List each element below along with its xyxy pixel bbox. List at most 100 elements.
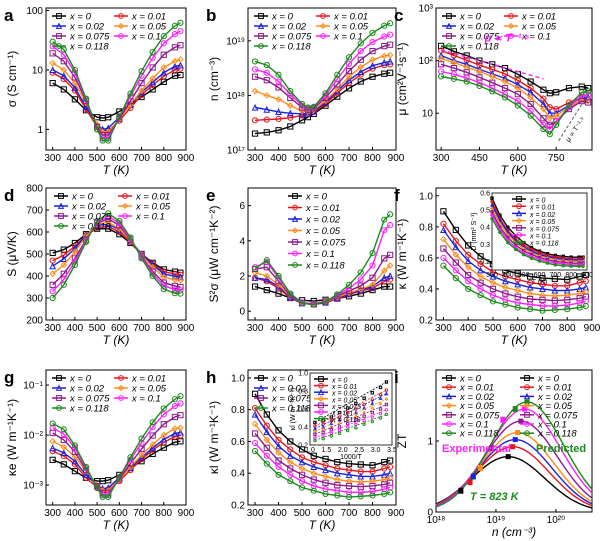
legend-label: x = 0.118: [271, 42, 311, 53]
inset-y-tick-label: 0.4: [480, 225, 490, 232]
data-point: [49, 66, 57, 74]
inset-point: [370, 398, 375, 402]
panel-letter-f: f: [394, 186, 400, 205]
data-point: [514, 84, 522, 92]
series-line: [254, 433, 391, 488]
legend-label: x = 0: [331, 378, 347, 385]
data-point: [387, 41, 394, 48]
legend-marker: [317, 388, 325, 396]
data-point: [357, 489, 364, 496]
data-point: [502, 301, 509, 308]
x-tick-label: 600: [111, 508, 128, 519]
inset-point: [378, 416, 383, 420]
data-point: [94, 126, 101, 133]
data-point: [160, 68, 168, 76]
data-point: [551, 292, 559, 300]
panel-letter-b: b: [206, 6, 216, 25]
data-point: [82, 463, 90, 471]
data-point: [452, 251, 460, 259]
legend-label: x = 0.01: [135, 192, 170, 203]
legend-label: x = 0.02: [537, 392, 573, 403]
inset-point: [354, 407, 358, 411]
data-point: [275, 272, 282, 280]
data-point: [263, 275, 271, 283]
data-point: [138, 445, 145, 452]
data-point: [149, 444, 157, 452]
data-point: [287, 290, 294, 297]
legend-label: x = 0.075: [71, 212, 112, 223]
data-point: [345, 67, 353, 75]
x-tick-label: 700: [534, 323, 551, 334]
data-point: [263, 272, 271, 280]
y-tick-label: 100: [26, 6, 43, 17]
fit-line: [440, 49, 544, 80]
data-point: [357, 78, 364, 85]
legend-label: x = 0.1: [333, 32, 363, 43]
inset-y-tick-label: 1.0: [298, 371, 308, 378]
legend-label: x = 0.05: [131, 22, 167, 33]
inset-point: [362, 396, 366, 400]
data-point: [526, 301, 534, 308]
series-line: [442, 229, 586, 292]
data-point: [287, 94, 294, 102]
data-point: [177, 412, 184, 419]
legend-marker: [122, 213, 128, 219]
data-point: [263, 92, 271, 99]
legend-label: x = 0.075: [271, 394, 312, 405]
data-point: [138, 451, 145, 459]
inset-x-tick-label: 600: [534, 272, 546, 279]
y-tick-label: 700: [26, 206, 43, 217]
data-point: [334, 291, 341, 298]
panel-a: a 300 400 500 600 700 800 900 1 10 100 T (K) σ (S cm…: [4, 6, 195, 177]
data-point: [546, 90, 553, 97]
legend-marker: [524, 421, 530, 427]
data-point: [49, 270, 56, 278]
data-point: [275, 84, 282, 91]
data-point: [489, 298, 497, 305]
data-point: [263, 452, 270, 459]
data-point: [489, 202, 495, 207]
data-point: [489, 292, 497, 299]
legend-marker: [524, 430, 530, 437]
data-point: [489, 285, 497, 293]
data-point: [149, 86, 156, 93]
data-point: [177, 438, 184, 445]
data-point: [576, 295, 583, 302]
data-point: [263, 61, 270, 69]
data-point: [514, 304, 521, 311]
data-point: [263, 436, 271, 444]
data-point: [545, 261, 550, 265]
data-point: [498, 221, 502, 226]
x-tick-label: 900: [178, 323, 195, 334]
inset-point: [337, 410, 342, 415]
data-point: [71, 96, 78, 103]
inset-point: [378, 395, 383, 400]
data-point: [386, 57, 394, 65]
data-point: [357, 47, 364, 55]
y-tick-label: 10⁻²: [23, 431, 43, 442]
legend-label: x = 0: [69, 12, 92, 23]
data-point: [369, 56, 376, 64]
legend-marker: [507, 22, 515, 30]
data-point: [514, 91, 521, 98]
inset-y-tick-label: 0.4: [298, 425, 308, 432]
inset-point: [313, 432, 317, 436]
data-point: [581, 263, 585, 267]
legend-marker: [58, 213, 64, 219]
data-point: [60, 461, 67, 468]
inset-y-label: D (mm² S⁻¹): [471, 212, 478, 250]
data-point: [582, 302, 589, 310]
x-tick-label: 750: [548, 153, 565, 164]
data-point: [60, 58, 67, 65]
data-point: [576, 290, 583, 297]
data-point: [171, 396, 178, 403]
annotation-predicted: Predicted: [536, 443, 586, 455]
data-point: [71, 248, 79, 256]
y-axis-label: S (μV/K): [5, 231, 19, 277]
data-point: [82, 95, 90, 102]
panel-g: g 300 400 500 600 700 800 900 10⁻³ 10⁻² 10⁻¹ T (K) κ…: [4, 368, 195, 532]
legend-label: x = 0.05: [305, 226, 341, 237]
inset-point: [321, 437, 325, 441]
data-point: [345, 281, 353, 288]
data-point: [49, 50, 56, 57]
